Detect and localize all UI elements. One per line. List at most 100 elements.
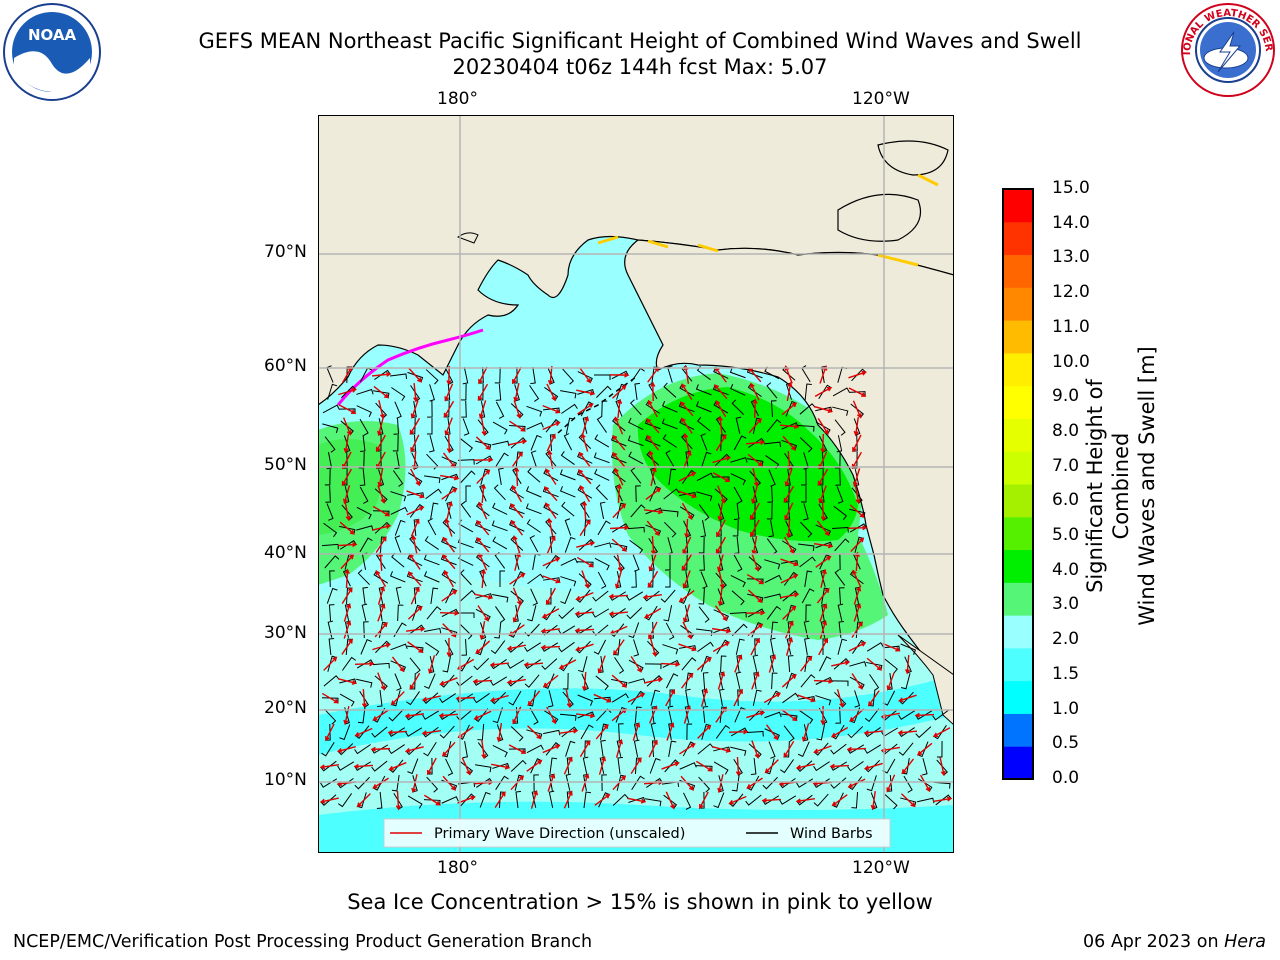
wind-barb <box>495 775 509 790</box>
wind-barb <box>394 452 400 470</box>
wind-barb <box>801 468 807 486</box>
wind-barb <box>700 571 708 589</box>
wind-barb <box>393 417 399 435</box>
wave-direction-arrow <box>427 655 436 675</box>
wind-barb <box>771 672 778 690</box>
wave-direction-arrow <box>786 381 793 401</box>
wind-barb <box>701 451 712 468</box>
wind-barb <box>388 708 404 722</box>
wave-direction-arrow <box>814 405 834 414</box>
wave-direction-arrow <box>784 620 794 639</box>
wind-barb <box>698 536 705 554</box>
wave-direction-arrow <box>904 654 911 675</box>
wind-barb <box>461 638 468 656</box>
wind-barb <box>430 587 439 604</box>
wind-barb <box>836 486 844 504</box>
wave-direction-arrow <box>478 501 488 520</box>
wave-direction-arrow <box>442 536 456 553</box>
wind-barb <box>390 643 408 651</box>
wind-barb <box>900 643 917 655</box>
graticule <box>318 115 954 853</box>
wind-barb <box>831 527 849 533</box>
wave-direction-arrow <box>480 417 487 437</box>
wind-barb <box>922 758 928 776</box>
wave-direction-arrow <box>764 759 779 774</box>
wave-direction-arrow <box>319 763 340 770</box>
wind-barb <box>813 793 829 807</box>
wind-barb <box>429 384 435 402</box>
wind-barb <box>869 674 880 691</box>
wave-direction-arrow <box>682 621 692 640</box>
wave-direction-arrow <box>441 589 458 602</box>
wind-barb <box>685 688 691 706</box>
wave-direction-arrow <box>377 485 386 504</box>
wave-direction-arrow <box>735 756 741 777</box>
wind-barb <box>558 607 575 620</box>
wind-barb <box>595 675 609 691</box>
wave-direction-arrow <box>581 773 590 792</box>
wind-barb <box>834 419 846 436</box>
wind-barb <box>698 587 705 605</box>
wind-barb <box>599 501 606 519</box>
wave-direction-arrow <box>611 538 627 552</box>
colorbar-tick-label: 1.5 <box>1052 663 1080 684</box>
wave-direction-arrow <box>361 688 367 709</box>
wind-barb <box>696 491 713 502</box>
wind-barb <box>884 658 898 674</box>
wave-direction-arrow <box>443 569 454 588</box>
wave-direction-arrow <box>919 774 931 793</box>
wave-direction-arrow <box>410 434 420 453</box>
wave-direction-arrow <box>682 604 691 624</box>
lon-label-bottom-180: 180° <box>437 858 478 878</box>
wave-direction-arrow <box>340 554 355 570</box>
wave-direction-arrow <box>542 744 561 754</box>
wind-barb <box>769 637 776 655</box>
wave-direction-arrow <box>696 656 712 671</box>
wave-direction-arrow <box>410 400 419 419</box>
wind-barb <box>425 642 440 656</box>
wave-direction-arrow <box>489 662 510 668</box>
wind-barb <box>559 469 576 481</box>
wave-direction-arrow <box>480 483 487 504</box>
wave-direction-arrow <box>372 524 392 531</box>
wave-direction-arrow <box>378 551 384 572</box>
wind-barb <box>525 503 542 515</box>
wind-barb <box>565 773 572 791</box>
wind-barb <box>770 400 777 418</box>
lat-label-40n: 40°N <box>264 543 307 563</box>
wind-barb <box>697 641 714 653</box>
wind-barb <box>323 522 338 538</box>
wave-direction-arrow <box>481 568 487 589</box>
wave-direction-arrow <box>900 793 916 808</box>
wave-direction-arrow <box>544 486 558 502</box>
wave-direction-arrow <box>914 712 935 718</box>
wind-barb <box>429 435 435 453</box>
wind-barb <box>713 792 725 809</box>
wind-barb <box>473 658 490 671</box>
wave-direction-arrow <box>682 570 691 589</box>
colorbar-swatch <box>1003 516 1033 551</box>
wave-direction-arrow <box>781 673 797 688</box>
wave-direction-arrow <box>478 400 487 420</box>
wave-direction-arrow <box>854 551 860 572</box>
wind-barb <box>663 605 673 622</box>
wave-direction-arrow <box>695 760 713 772</box>
wind-barb <box>394 535 402 553</box>
wave-direction-arrow <box>565 689 572 709</box>
wave-direction-arrow <box>388 761 407 771</box>
wind-barb <box>592 624 609 636</box>
wind-barb <box>337 761 355 771</box>
wind-barb <box>560 390 577 399</box>
wind-barb <box>426 776 439 793</box>
wind-barb <box>524 674 540 688</box>
wave-direction-arrow <box>780 574 799 584</box>
wave-direction-arrow <box>847 778 866 788</box>
wave-direction-arrow <box>574 610 595 617</box>
wind-barb <box>730 457 748 463</box>
legend-wind-label: Wind Barbs <box>790 826 873 842</box>
wave-direction-arrow <box>541 608 560 618</box>
wave-direction-arrow <box>818 637 829 656</box>
wind-barb <box>465 485 471 503</box>
wind-barb <box>764 559 781 570</box>
colorbar-swatch <box>1003 189 1033 223</box>
